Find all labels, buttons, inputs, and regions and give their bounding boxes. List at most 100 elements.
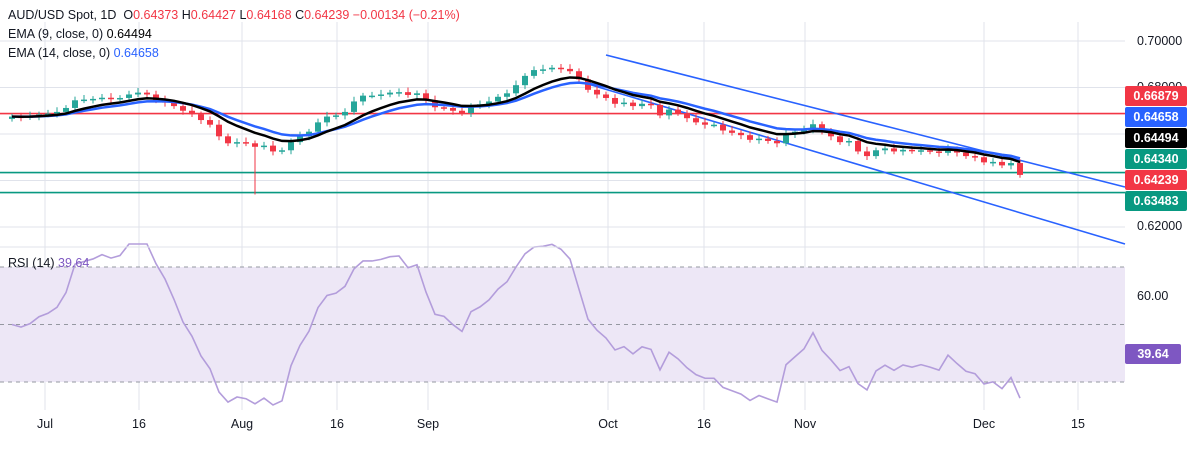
- candle-body: [54, 111, 60, 114]
- x-tick: Nov: [793, 417, 817, 431]
- ema-lines: [11, 76, 1021, 164]
- candle-body: [594, 89, 600, 95]
- candle-body: [288, 142, 294, 151]
- price-badge-last: 0.64239: [1125, 170, 1187, 190]
- candle-body: [864, 151, 870, 157]
- low-value: 0.64168: [246, 8, 292, 22]
- candle-body: [774, 140, 780, 144]
- candle-body: [684, 113, 690, 119]
- rsi-tick: 60.00: [1137, 289, 1169, 303]
- candle-body: [414, 93, 420, 95]
- horizontal-levels: [0, 112, 1125, 194]
- candle-body: [711, 124, 717, 127]
- candle-body: [315, 122, 321, 132]
- candle-body: [396, 92, 402, 94]
- candle-body: [45, 113, 51, 116]
- candle-body: [63, 107, 69, 112]
- x-tick: 16: [697, 417, 711, 431]
- candle-body: [738, 132, 744, 136]
- candle-body: [603, 94, 609, 98]
- candle-body: [234, 142, 240, 144]
- x-tick: Jul: [37, 417, 53, 431]
- ema14-legend: EMA (14, close, 0) 0.64658: [8, 46, 159, 60]
- ema9-value: 0.64494: [106, 27, 152, 41]
- candle-body: [108, 97, 114, 100]
- candle-body: [279, 150, 285, 152]
- candle-body: [333, 115, 339, 117]
- price-badge-ema14: 0.64658: [1125, 107, 1187, 127]
- candle-body: [540, 69, 546, 71]
- candle-body: [324, 116, 330, 123]
- candle-body: [441, 107, 447, 109]
- candle-body: [549, 67, 555, 70]
- candle-body: [117, 97, 123, 100]
- candle-body: [216, 124, 222, 137]
- x-tick: Sep: [416, 417, 440, 431]
- candle-body: [630, 102, 636, 107]
- candle-body: [981, 157, 987, 163]
- price-badge-support-upper: 0.64340: [1125, 149, 1187, 169]
- candle-body: [513, 85, 519, 94]
- candle-body: [855, 140, 861, 152]
- candle-body: [351, 101, 357, 112]
- candle-body: [225, 136, 231, 144]
- candle-body: [882, 148, 888, 151]
- price-tick: 0.70000: [1137, 34, 1183, 48]
- ema14-value: 0.64658: [113, 46, 159, 60]
- rsi-label: RSI (14): [8, 256, 55, 270]
- ema9-legend: EMA (9, close, 0) 0.64494: [8, 27, 152, 41]
- candle-body: [378, 94, 384, 96]
- candle-body: [693, 118, 699, 123]
- open-value: 0.64373: [133, 8, 179, 22]
- candle-body: [486, 101, 492, 105]
- candle-body: [207, 120, 213, 125]
- x-tick: 16: [330, 417, 344, 431]
- rsi-value: 39.64: [58, 256, 90, 270]
- x-tick: Oct: [598, 417, 618, 431]
- candle-body: [963, 152, 969, 157]
- candle-body: [1017, 163, 1023, 175]
- candle-body: [495, 96, 501, 102]
- high-value: 0.64427: [190, 8, 236, 22]
- candles: [9, 64, 1023, 195]
- candle-body: [252, 143, 258, 147]
- change-value: −0.00134 (−0.21%): [352, 8, 460, 22]
- rsi-legend: RSI (14) 39.64: [8, 256, 89, 270]
- candle-body: [729, 130, 735, 133]
- candle-body: [720, 124, 726, 131]
- candle-body: [675, 109, 681, 114]
- rsi-badge: 39.64: [1125, 344, 1181, 364]
- rsi-polyline: [11, 243, 1021, 406]
- rsi-band: [0, 266, 1125, 383]
- candle-body: [504, 93, 510, 97]
- candle-body: [927, 150, 933, 152]
- rsi-line: [11, 243, 1021, 406]
- channel-upper: [605, 54, 1126, 188]
- ema9-line: [11, 76, 1021, 164]
- candle-body: [459, 110, 465, 114]
- candle-body: [198, 114, 204, 121]
- candle-body: [666, 109, 672, 116]
- candle-body: [72, 100, 78, 108]
- candle-body: [891, 148, 897, 152]
- ema9-label: EMA (9, close, 0): [8, 27, 104, 41]
- candle-body: [135, 92, 141, 95]
- candle-body: [360, 95, 366, 102]
- candle-body: [468, 106, 474, 114]
- candle-body: [261, 145, 267, 148]
- candle-body: [747, 135, 753, 140]
- candle-body: [846, 140, 852, 143]
- candle-body: [423, 93, 429, 101]
- candle-body: [837, 136, 843, 143]
- close-label: C: [295, 8, 305, 22]
- candle-body: [945, 149, 951, 153]
- candle-body: [810, 124, 816, 130]
- candle-body: [756, 138, 762, 141]
- candle-body: [990, 161, 996, 164]
- x-tick: Dec: [972, 417, 996, 431]
- candle-body: [639, 103, 645, 107]
- candle-body: [450, 107, 456, 111]
- candle-body: [576, 71, 582, 80]
- candle-body: [126, 94, 132, 98]
